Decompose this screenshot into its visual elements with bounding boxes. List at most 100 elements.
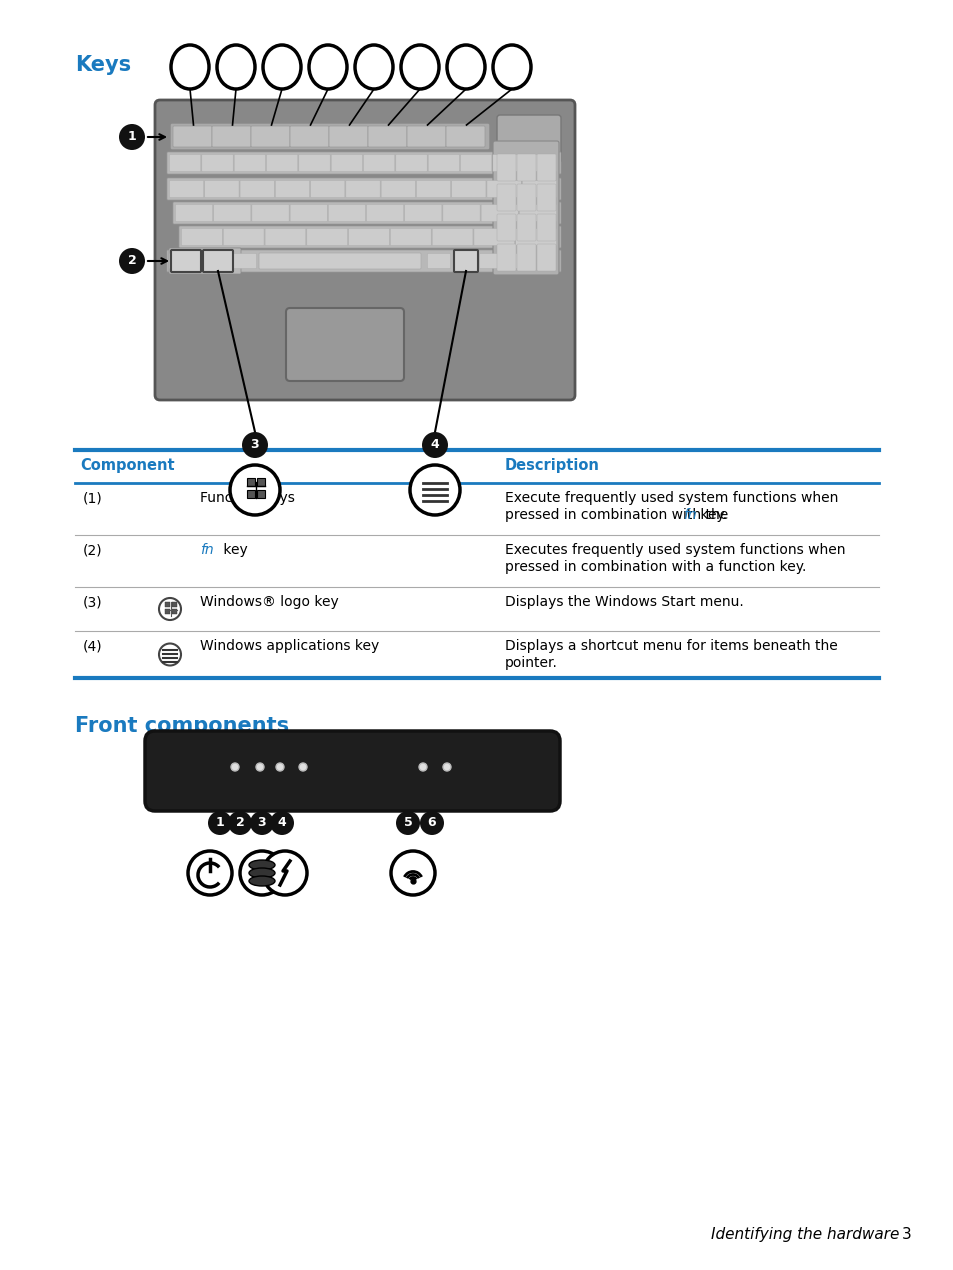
FancyBboxPatch shape [195, 254, 218, 268]
FancyBboxPatch shape [517, 154, 536, 182]
Text: 2: 2 [235, 817, 244, 829]
Text: 3: 3 [257, 817, 266, 829]
Text: (4): (4) [83, 639, 103, 653]
FancyBboxPatch shape [307, 229, 347, 245]
FancyBboxPatch shape [516, 229, 556, 245]
FancyBboxPatch shape [505, 254, 528, 268]
Circle shape [418, 763, 427, 771]
FancyBboxPatch shape [328, 204, 365, 221]
FancyBboxPatch shape [453, 254, 476, 268]
Ellipse shape [309, 44, 347, 89]
FancyBboxPatch shape [446, 126, 484, 147]
FancyBboxPatch shape [258, 253, 420, 269]
Circle shape [240, 851, 284, 895]
Text: (1): (1) [83, 491, 103, 505]
Circle shape [119, 124, 145, 150]
Text: Identifying the hardware: Identifying the hardware [710, 1227, 898, 1242]
FancyBboxPatch shape [497, 215, 516, 241]
FancyBboxPatch shape [266, 155, 297, 171]
FancyBboxPatch shape [252, 204, 289, 221]
FancyBboxPatch shape [251, 126, 290, 147]
Text: Front components: Front components [75, 716, 289, 737]
Circle shape [228, 812, 252, 834]
FancyBboxPatch shape [346, 180, 379, 198]
FancyBboxPatch shape [179, 226, 560, 248]
Text: 1: 1 [128, 131, 136, 144]
FancyBboxPatch shape [474, 229, 515, 245]
FancyBboxPatch shape [170, 155, 201, 171]
Circle shape [255, 763, 264, 771]
FancyBboxPatch shape [497, 154, 516, 182]
Bar [172, 602, 177, 607]
Bar [172, 610, 177, 613]
Bar [165, 602, 170, 607]
FancyBboxPatch shape [329, 126, 368, 147]
FancyBboxPatch shape [175, 204, 213, 221]
FancyBboxPatch shape [223, 229, 264, 245]
Circle shape [188, 851, 232, 895]
FancyBboxPatch shape [480, 204, 517, 221]
FancyBboxPatch shape [172, 202, 560, 224]
Ellipse shape [171, 44, 209, 89]
Text: 4: 4 [430, 438, 439, 452]
Text: pressed in combination with the: pressed in combination with the [504, 508, 732, 522]
FancyBboxPatch shape [348, 229, 389, 245]
Text: fn: fn [682, 508, 696, 522]
FancyBboxPatch shape [432, 229, 473, 245]
FancyBboxPatch shape [212, 126, 251, 147]
Text: pointer.: pointer. [504, 657, 558, 671]
Text: 6: 6 [427, 817, 436, 829]
Circle shape [159, 644, 181, 665]
FancyBboxPatch shape [537, 154, 556, 182]
FancyBboxPatch shape [460, 155, 492, 171]
FancyBboxPatch shape [368, 126, 407, 147]
Bar [247, 490, 254, 498]
FancyBboxPatch shape [275, 180, 310, 198]
Circle shape [208, 812, 232, 834]
FancyBboxPatch shape [240, 180, 274, 198]
Circle shape [159, 598, 181, 620]
FancyBboxPatch shape [497, 184, 516, 211]
Ellipse shape [493, 44, 531, 89]
Text: Displays a shortcut menu for items beneath the: Displays a shortcut menu for items benea… [504, 639, 837, 653]
FancyBboxPatch shape [517, 244, 536, 271]
FancyBboxPatch shape [493, 155, 523, 171]
FancyBboxPatch shape [390, 229, 431, 245]
Circle shape [270, 812, 294, 834]
FancyBboxPatch shape [172, 126, 212, 147]
FancyBboxPatch shape [416, 180, 450, 198]
FancyBboxPatch shape [170, 254, 193, 268]
Circle shape [395, 812, 419, 834]
FancyBboxPatch shape [479, 254, 502, 268]
FancyBboxPatch shape [170, 123, 490, 150]
Ellipse shape [355, 44, 393, 89]
Text: Description: Description [504, 458, 599, 472]
FancyBboxPatch shape [497, 116, 560, 163]
Text: 5: 5 [403, 817, 412, 829]
FancyBboxPatch shape [451, 180, 485, 198]
Text: (3): (3) [83, 596, 103, 610]
FancyBboxPatch shape [407, 126, 446, 147]
FancyBboxPatch shape [486, 180, 520, 198]
FancyBboxPatch shape [154, 100, 575, 400]
FancyBboxPatch shape [395, 155, 427, 171]
Text: fn: fn [200, 544, 213, 558]
FancyBboxPatch shape [221, 254, 256, 268]
FancyBboxPatch shape [442, 204, 479, 221]
FancyBboxPatch shape [537, 215, 556, 241]
Ellipse shape [400, 44, 438, 89]
Ellipse shape [216, 44, 254, 89]
FancyBboxPatch shape [290, 126, 329, 147]
Circle shape [391, 851, 435, 895]
FancyBboxPatch shape [381, 180, 415, 198]
FancyBboxPatch shape [145, 732, 559, 812]
FancyBboxPatch shape [167, 250, 560, 272]
Text: Executes frequently used system functions when: Executes frequently used system function… [504, 544, 844, 558]
Circle shape [421, 432, 448, 458]
Circle shape [419, 812, 443, 834]
Text: Component: Component [80, 458, 174, 472]
Bar [165, 610, 170, 613]
Text: Windows applications key: Windows applications key [200, 639, 379, 653]
Circle shape [242, 432, 268, 458]
Circle shape [230, 465, 280, 516]
